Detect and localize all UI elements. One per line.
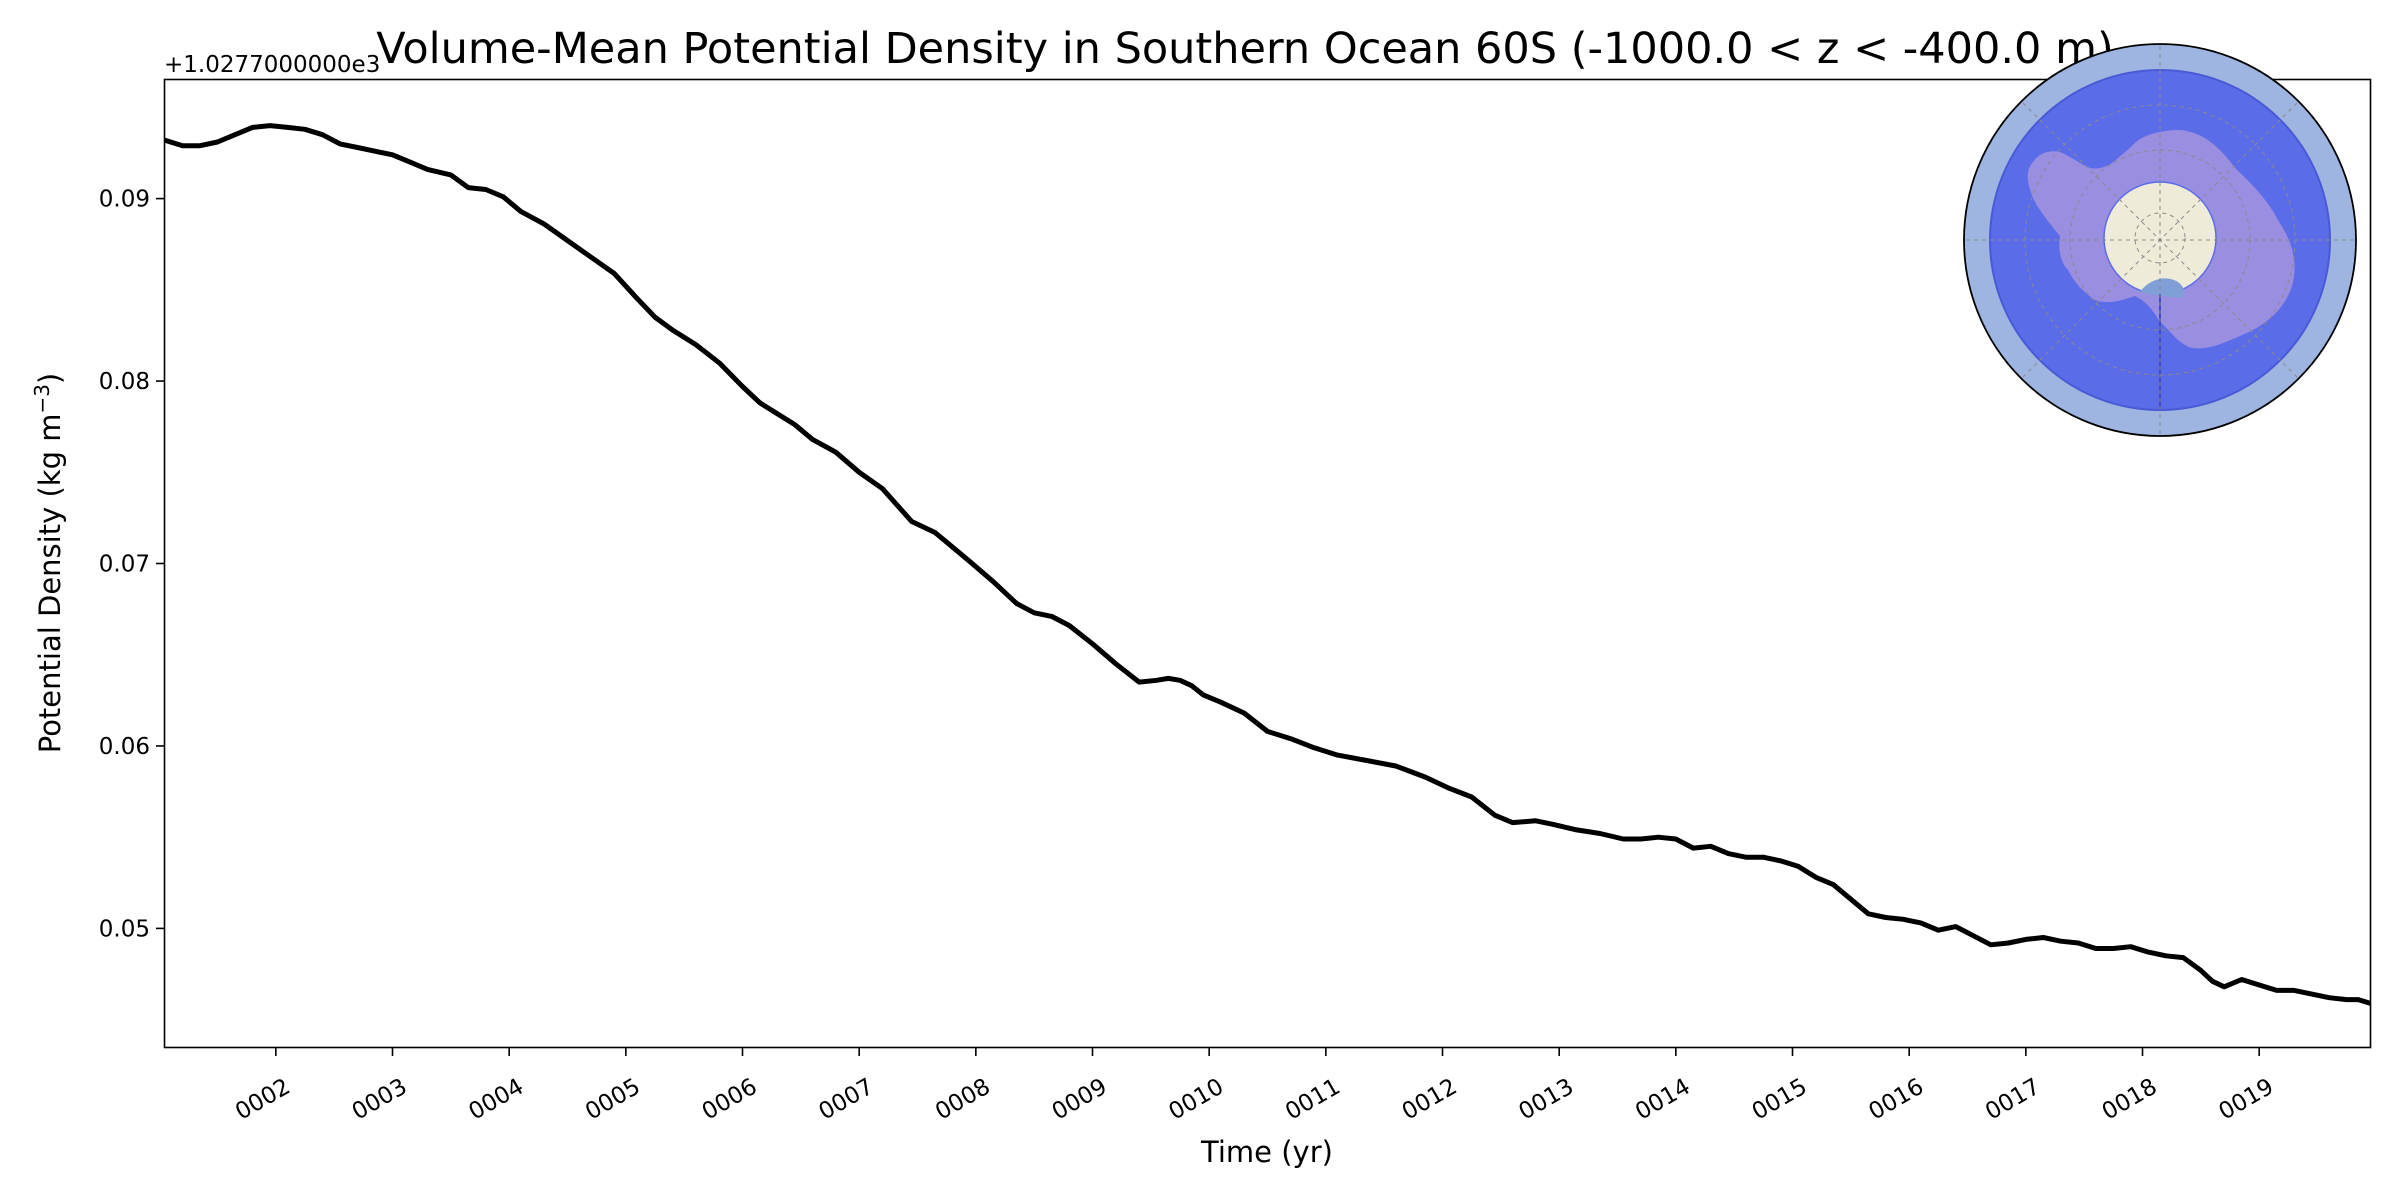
x-tick-label: 0010 [1164,1074,1228,1126]
y-tick-label: 0.07 [99,552,150,578]
y-tick-label: 0.05 [99,916,150,942]
x-tick-label: 0014 [1631,1074,1695,1126]
x-axis-ticks: 0002 0003 0004 0005 0006 0007 0008 0009 0010 0011… [231,1047,2278,1125]
x-tick-label: 0015 [1748,1074,1812,1126]
y-tick-label: 0.09 [99,187,150,213]
x-tick-label: 0003 [348,1074,412,1126]
x-tick-label: 0004 [464,1074,528,1126]
x-tick-label: 0013 [1514,1074,1578,1126]
x-tick-label: 0009 [1048,1074,1112,1126]
x-tick-label: 0006 [698,1074,762,1126]
y-axis-label: Potential Density (kg m−3) [30,373,67,754]
x-tick-label: 0016 [1864,1074,1928,1126]
inset-map [1963,43,2357,437]
x-tick-label: 0011 [1281,1074,1345,1126]
x-tick-label: 0002 [231,1074,295,1126]
x-axis-label: Time (yr) [1200,1135,1333,1169]
y-axis-label-close: ) [33,373,67,384]
inset-map-peninsula [2029,164,2061,195]
y-axis-offset-label: +1.0277000000e3 [164,52,380,78]
y-axis-ticks: 0.05 0.06 0.07 0.08 0.09 [99,187,165,942]
y-axis-label-main: Potential Density (kg m [33,414,67,754]
series-line [165,123,2370,1006]
y-axis-label-exponent: −3 [30,384,54,413]
inset-map-ice-shelf [2140,278,2185,298]
y-tick-label: 0.06 [99,734,150,760]
y-tick-label: 0.08 [99,369,150,395]
x-tick-label: 0008 [931,1074,995,1126]
x-tick-label: 0017 [1981,1074,2045,1126]
chart-title: Volume-Mean Potential Density in Souther… [376,24,2114,74]
x-tick-label: 0005 [581,1074,645,1126]
inset-map-graticule [1966,46,2354,434]
x-tick-label: 0018 [2098,1074,2162,1126]
x-tick-label: 0012 [1398,1074,1462,1126]
x-tick-label: 0019 [2214,1074,2278,1126]
x-tick-label: 0007 [814,1074,878,1126]
